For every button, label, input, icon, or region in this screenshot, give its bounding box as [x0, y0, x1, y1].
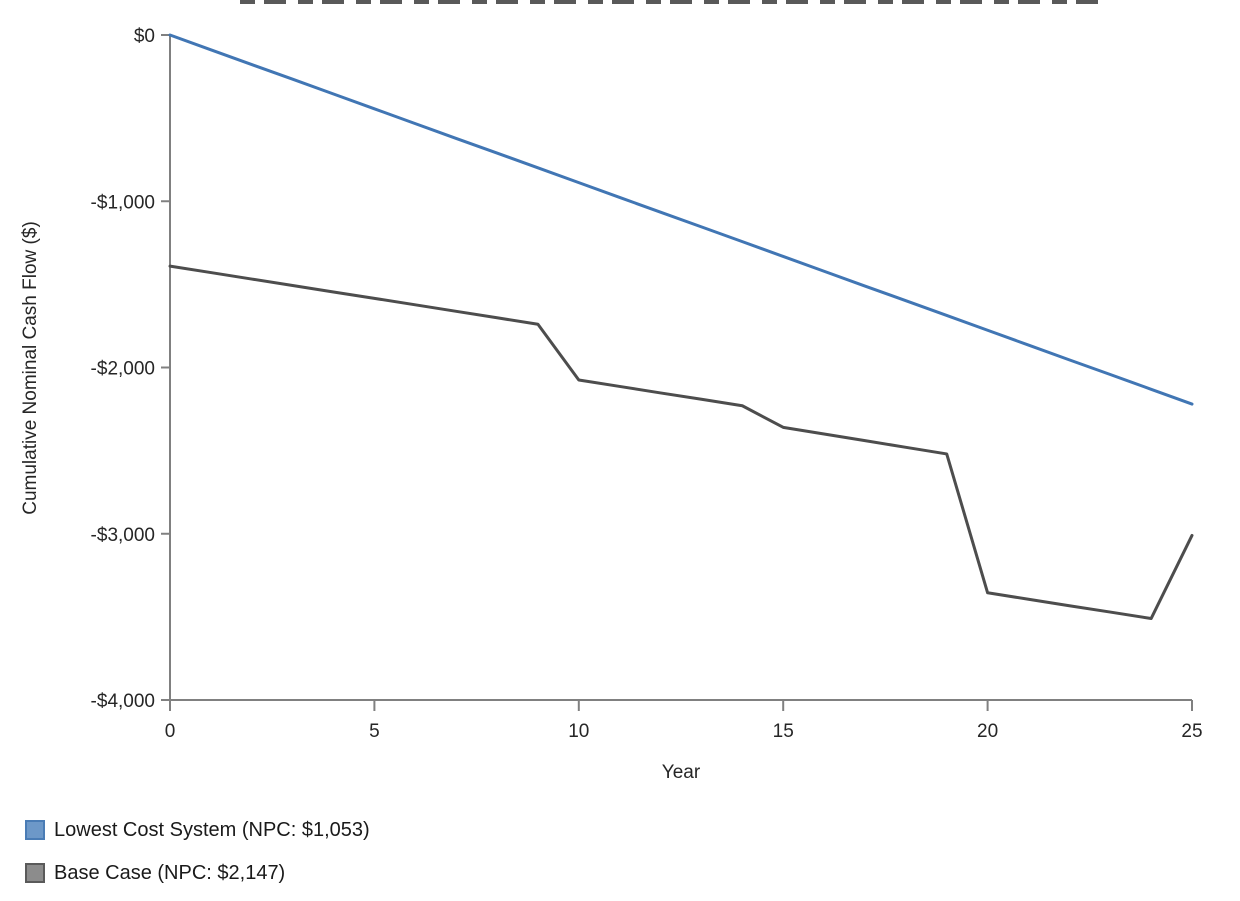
legend-item-base-case: Base Case (NPC: $2,147)	[25, 860, 370, 886]
legend-swatch-base-case	[25, 863, 45, 883]
x-tick-label: 5	[369, 721, 380, 742]
y-tick-label: -$1,000	[91, 192, 155, 213]
y-tick-label: -$2,000	[91, 359, 155, 380]
legend-label-lowest-cost: Lowest Cost System (NPC: $1,053)	[54, 818, 370, 841]
x-tick-label: 20	[977, 721, 998, 742]
series-lines	[168, 33, 1194, 621]
x-tick-label: 10	[568, 721, 589, 742]
x-tick-label: 0	[165, 721, 176, 742]
y-tick-label: $0	[134, 26, 155, 47]
y-axis-title: Cumulative Nominal Cash Flow ($)	[20, 221, 41, 515]
y-axis-ticks: $0 -$1,000 -$2,000 -$3,000 -$4,000	[91, 26, 170, 712]
x-tick-label: 15	[773, 721, 794, 742]
y-tick-label: -$3,000	[91, 525, 155, 546]
series-line-base-case-npc-2-147	[168, 264, 1194, 621]
legend: Lowest Cost System (NPC: $1,053) Base Ca…	[25, 817, 370, 901]
x-tick-label: 25	[1181, 721, 1202, 742]
series-line-lowest-cost-system-npc-1-053	[168, 33, 1194, 406]
y-tick-label: -$4,000	[91, 691, 155, 712]
x-axis-title: Year	[662, 762, 701, 783]
legend-swatch-lowest-cost	[25, 820, 45, 840]
clipped-title-fragment	[240, 0, 1102, 4]
legend-label-base-case: Base Case (NPC: $2,147)	[54, 861, 286, 884]
cash-flow-chart: $0 -$1,000 -$2,000 -$3,000 -$4,000 0 5 10 15 20 2…	[20, 26, 1203, 783]
legend-item-lowest-cost: Lowest Cost System (NPC: $1,053)	[25, 817, 370, 843]
x-axis-ticks: 0 5 10 15 20 25	[165, 700, 1203, 742]
